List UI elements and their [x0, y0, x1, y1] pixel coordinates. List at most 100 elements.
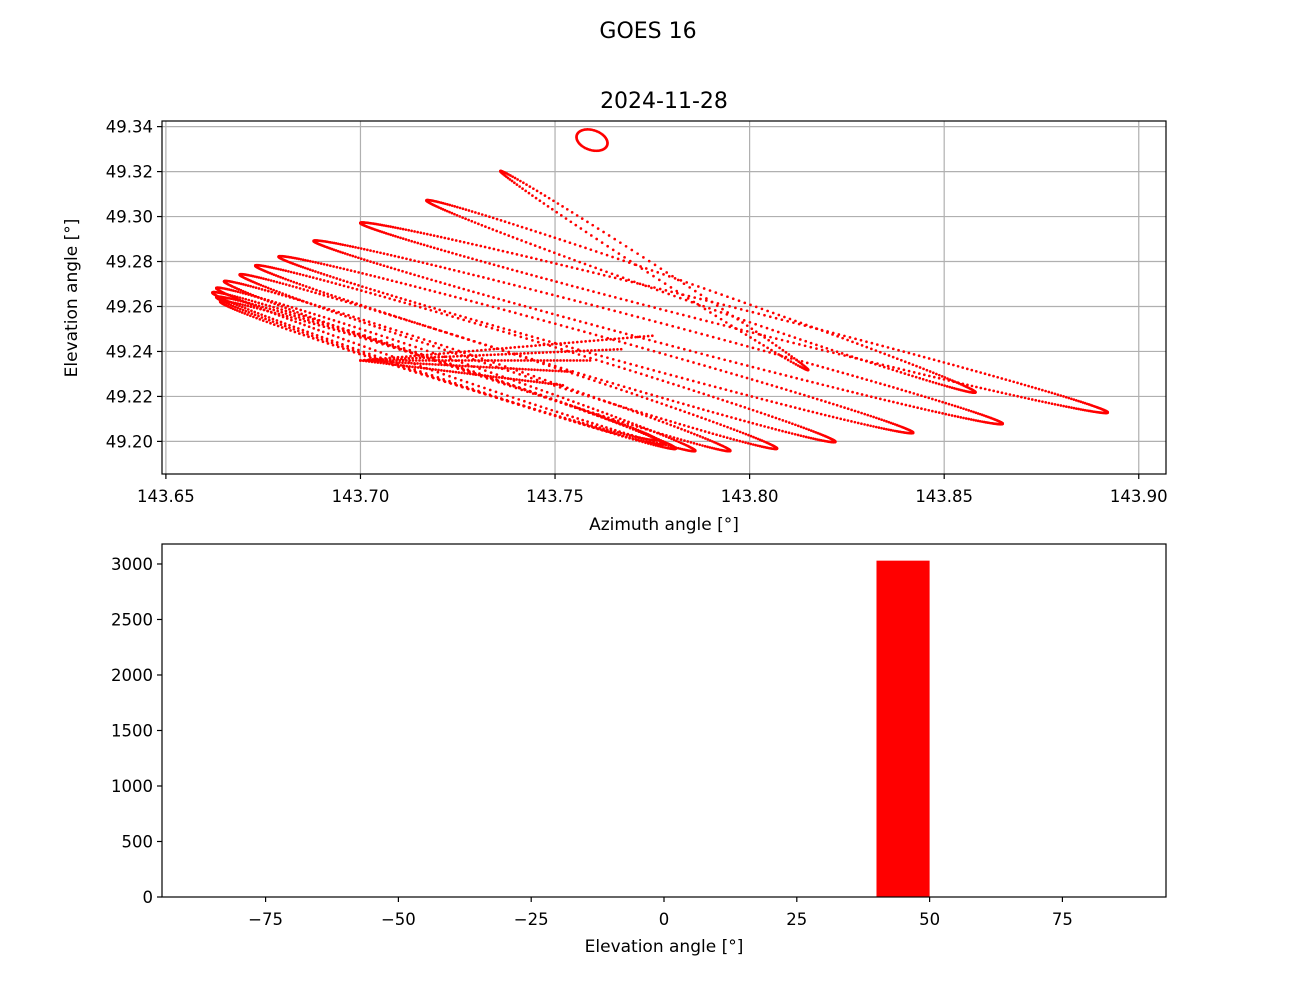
- scatter-point: [491, 324, 495, 327]
- scatter-point: [414, 356, 418, 360]
- scatter-point: [573, 420, 577, 424]
- scatter-point: [390, 294, 394, 297]
- scatter-point: [294, 297, 298, 300]
- scatter-x-tick-label: 143.90: [1110, 487, 1168, 506]
- scatter-point: [335, 265, 339, 269]
- scatter-point: [466, 368, 470, 372]
- scatter-point: [373, 288, 376, 292]
- scatter-point: [578, 300, 582, 304]
- scatter-point: [1067, 396, 1071, 400]
- scatter-point: [275, 319, 279, 322]
- scatter-point: [624, 279, 628, 282]
- scatter-point: [455, 364, 458, 367]
- scatter-point: [480, 213, 484, 216]
- scatter-point: [809, 429, 813, 432]
- scatter-point: [293, 312, 296, 315]
- scatter-point: [348, 316, 352, 320]
- scatter-point: [882, 419, 886, 422]
- scatter-point: [241, 308, 245, 312]
- scatter-point: [656, 271, 660, 274]
- scatter-point: [453, 205, 457, 208]
- scatter-point: [279, 323, 283, 326]
- scatter-point: [485, 365, 488, 369]
- scatter-point: [275, 321, 279, 325]
- scatter-point: [401, 256, 404, 260]
- scatter-point: [630, 314, 634, 317]
- scatter-point: [563, 239, 567, 243]
- scatter-point: [851, 374, 854, 377]
- scatter-point: [326, 342, 330, 345]
- scatter-point: [974, 411, 978, 415]
- scatter-point: [394, 234, 397, 238]
- scatter-point: [353, 325, 356, 329]
- scatter-point: [285, 314, 289, 318]
- scatter-point: [640, 411, 643, 414]
- scatter-point: [616, 348, 619, 351]
- scatter-point: [284, 327, 288, 331]
- scatter-point: [665, 343, 669, 347]
- scatter-point: [545, 351, 549, 354]
- scatter-point: [562, 255, 566, 258]
- scatter-point: [824, 400, 827, 403]
- scatter-point: [509, 359, 513, 362]
- scatter-point: [740, 343, 744, 347]
- scatter-point: [920, 394, 923, 398]
- scatter-point: [492, 263, 496, 267]
- scatter-point: [467, 209, 471, 212]
- scatter-point: [846, 419, 850, 422]
- scatter-point: [634, 435, 638, 438]
- scatter-point: [243, 306, 247, 310]
- scatter-point: [489, 363, 492, 367]
- scatter-point: [702, 408, 705, 411]
- scatter-point: [581, 393, 585, 396]
- scatter-point: [923, 408, 927, 411]
- scatter-point: [661, 379, 665, 383]
- scatter-point: [443, 310, 447, 313]
- scatter-point: [518, 381, 521, 384]
- scatter-point: [887, 399, 891, 403]
- scatter-point: [682, 327, 686, 331]
- scatter-point: [760, 397, 764, 401]
- scatter-point: [625, 390, 629, 393]
- scatter-point: [328, 275, 332, 278]
- scatter-point: [904, 389, 908, 393]
- scatter-point: [545, 407, 548, 410]
- scatter-point: [649, 442, 653, 446]
- scatter-point: [321, 340, 325, 344]
- scatter-point: [548, 234, 552, 238]
- scatter-point: [636, 335, 640, 339]
- scatter-point: [1008, 379, 1012, 383]
- scatter-point: [675, 356, 679, 360]
- scatter-point: [341, 343, 344, 346]
- scatter-point: [404, 228, 408, 232]
- scatter-point: [640, 267, 644, 270]
- scatter-point: [326, 295, 330, 298]
- scatter-point: [290, 318, 293, 322]
- scatter-point: [659, 321, 663, 325]
- scatter-point: [815, 327, 819, 331]
- scatter-point: [618, 417, 622, 421]
- scatter-point: [506, 366, 509, 370]
- scatter-point: [976, 412, 980, 415]
- scatter-point: [506, 267, 510, 270]
- scatter-point: [511, 352, 515, 356]
- scatter-point: [941, 400, 944, 404]
- scatter-point: [389, 327, 392, 330]
- scatter-point: [796, 364, 800, 367]
- scatter-point: [530, 351, 534, 355]
- scatter-point: [616, 274, 619, 278]
- scatter-point: [276, 307, 279, 310]
- scatter-point: [450, 359, 454, 362]
- scatter-point: [299, 257, 303, 261]
- scatter-point: [244, 283, 248, 287]
- scatter-point: [745, 309, 749, 313]
- scatter-point: [877, 417, 881, 421]
- scatter-point: [600, 360, 604, 363]
- scatter-point: [532, 374, 536, 378]
- scatter-point: [729, 437, 732, 440]
- scatter-point: [959, 406, 963, 410]
- scatter-point: [955, 381, 959, 384]
- scatter-point: [595, 423, 599, 426]
- scatter-point: [389, 233, 393, 237]
- scatter-point: [322, 262, 326, 266]
